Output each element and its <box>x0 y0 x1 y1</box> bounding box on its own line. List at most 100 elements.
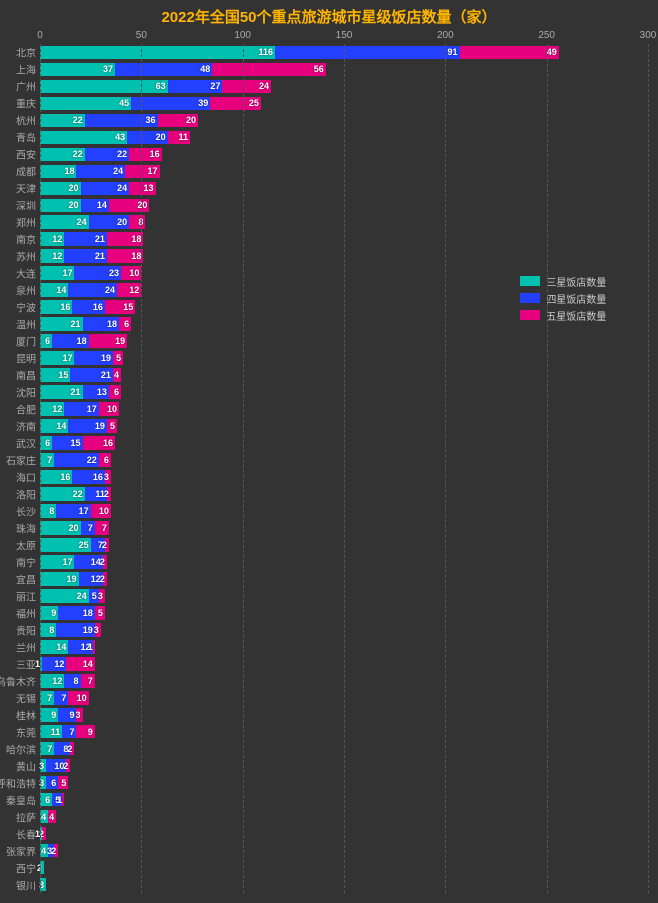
value-label: 13 <box>144 183 154 193</box>
bar-segment: 17 <box>40 351 74 365</box>
value-label: 5 <box>110 421 115 431</box>
bar-segment: 39 <box>131 97 210 111</box>
bar-segment: 21 <box>40 385 83 399</box>
y-label: 广州 <box>16 79 40 94</box>
value-label: 9 <box>51 710 56 720</box>
gridline <box>547 44 548 893</box>
y-label: 无锡 <box>16 690 40 705</box>
bar-segment: 24 <box>222 80 271 94</box>
value-label: 11 <box>178 132 188 142</box>
value-label: 2 <box>100 574 105 584</box>
y-label: 贵阳 <box>16 622 40 637</box>
value-label: 7 <box>88 676 93 686</box>
bar-segment: 20 <box>158 114 199 128</box>
value-label: 23 <box>109 268 119 278</box>
y-label: 太原 <box>16 537 40 552</box>
x-tick: 50 <box>136 30 147 41</box>
value-label: 49 <box>547 47 557 57</box>
value-label: 13 <box>97 387 107 397</box>
bar-segment: 18 <box>52 334 88 348</box>
y-label: 海口 <box>16 469 40 484</box>
value-label: 22 <box>73 115 83 125</box>
bar-segment: 24 <box>68 283 117 297</box>
gridline <box>243 44 244 893</box>
legend-label: 四星饭店数量 <box>546 291 606 306</box>
bar-segment: 9 <box>58 708 76 722</box>
y-label: 丽江 <box>16 588 40 603</box>
legend-item: 三星饭店数量 <box>520 274 606 289</box>
x-tick: 300 <box>640 30 657 41</box>
value-label: 7 <box>69 727 74 737</box>
value-label: 5 <box>61 778 66 788</box>
y-label: 福州 <box>16 605 40 620</box>
y-label: 乌鲁木齐 <box>0 673 40 688</box>
value-label: 20 <box>69 200 79 210</box>
y-label: 杭州 <box>16 113 40 128</box>
legend: 三星饭店数量四星饭店数量五星饭店数量 <box>520 272 606 325</box>
bar-segment: 2 <box>105 538 109 552</box>
bar-segment: 16 <box>40 300 72 314</box>
gridline <box>445 44 446 893</box>
bar-segment: 15 <box>105 300 135 314</box>
bar-segment: 9 <box>76 725 94 739</box>
bar-segment: 13 <box>129 182 155 196</box>
value-label: 116 <box>259 47 274 57</box>
value-label: 7 <box>47 455 52 465</box>
value-label: 18 <box>64 166 74 176</box>
value-label: 18 <box>131 234 141 244</box>
bar-segment: 18 <box>40 165 76 179</box>
bar-segment: 56 <box>212 63 325 77</box>
gridline <box>344 44 345 893</box>
legend-swatch <box>520 310 540 320</box>
y-label: 洛阳 <box>16 486 40 501</box>
bar-segment: 16 <box>72 470 104 484</box>
y-label: 合肥 <box>16 402 40 417</box>
bar-segment: 14 <box>40 283 68 297</box>
bar-segment: 24 <box>81 182 130 196</box>
gridline <box>40 44 41 893</box>
bar-segment: 11 <box>40 725 62 739</box>
value-label: 12 <box>52 676 62 686</box>
y-label: 桂林 <box>16 707 40 722</box>
value-label: 6 <box>124 319 129 329</box>
value-label: 19 <box>101 353 111 363</box>
value-label: 5 <box>98 608 103 618</box>
value-label: 16 <box>93 472 103 482</box>
value-label: 6 <box>45 438 50 448</box>
value-label: 16 <box>103 438 113 448</box>
value-label: 2 <box>102 540 107 550</box>
value-label: 3 <box>104 472 109 482</box>
bar-segment: 5 <box>95 606 105 620</box>
value-label: 17 <box>148 166 158 176</box>
value-label: 19 <box>66 574 76 584</box>
y-label: 兰州 <box>16 639 40 654</box>
value-label: 12 <box>129 285 139 295</box>
gridline <box>141 44 142 893</box>
bar-segment: 8 <box>40 504 56 518</box>
value-label: 5 <box>92 591 97 601</box>
value-label: 63 <box>156 81 166 91</box>
y-label: 银川 <box>16 877 40 892</box>
value-label: 14 <box>56 285 66 295</box>
value-label: 17 <box>62 353 72 363</box>
value-label: 2 <box>51 846 56 856</box>
bar-segment: 16 <box>83 436 115 450</box>
value-label: 2 <box>63 761 68 771</box>
value-label: 24 <box>105 285 115 295</box>
value-label: 18 <box>83 608 93 618</box>
bar-segment: 16 <box>40 470 72 484</box>
value-label: 15 <box>71 438 81 448</box>
bar-segment: 14 <box>81 199 109 213</box>
value-label: 16 <box>150 149 160 159</box>
bar-segment: 22 <box>40 487 85 501</box>
bar-segment: 2 <box>70 742 74 756</box>
bar-segment: 19 <box>89 334 128 348</box>
bar-segment: 22 <box>40 148 85 162</box>
value-label: 20 <box>186 115 196 125</box>
y-label: 大连 <box>16 266 40 281</box>
bar-segment: 2 <box>66 759 70 773</box>
bar-segment: 49 <box>460 46 559 60</box>
bar-segment: 1 <box>62 793 64 807</box>
bar-segment: 2 <box>54 844 58 858</box>
value-label: 12 <box>54 659 64 669</box>
